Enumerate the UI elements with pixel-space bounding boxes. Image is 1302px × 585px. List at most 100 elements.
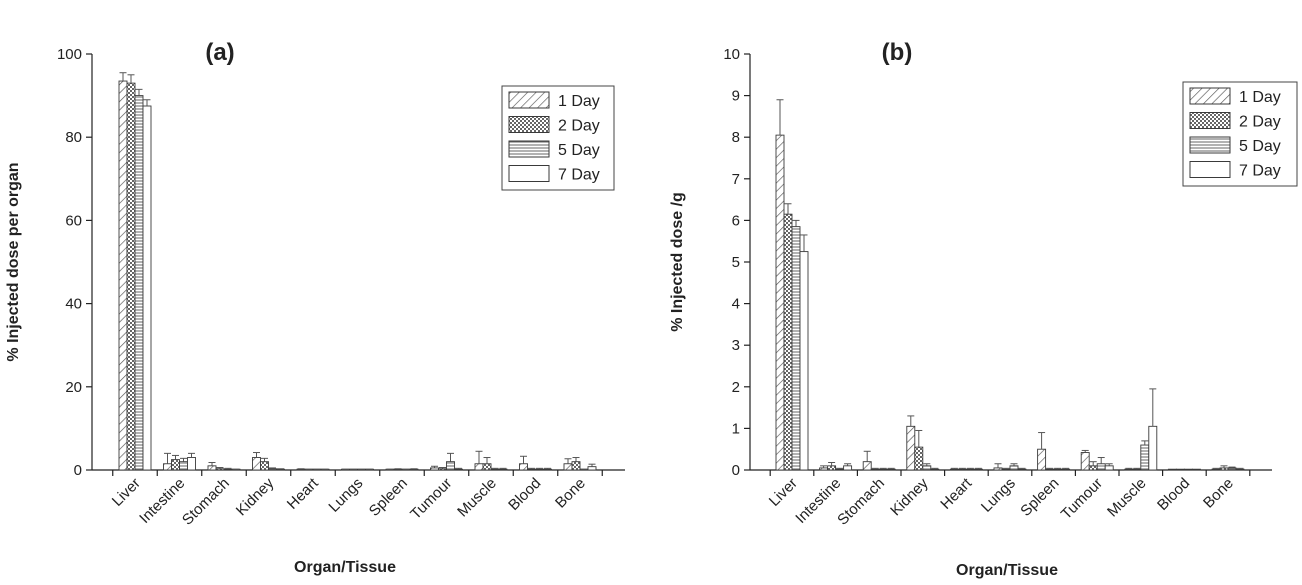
y-tick-label: 8 xyxy=(732,129,740,146)
y-axis-title: % Injected dose /g xyxy=(669,192,686,332)
bar-blood-1-day xyxy=(1167,468,1177,471)
bar-stomach-1-day xyxy=(207,465,217,471)
bar-kidney-2-day xyxy=(260,461,269,471)
category-label: Tumour xyxy=(1058,475,1106,523)
bar-bone-1-day xyxy=(563,463,573,471)
category-label: Tumour xyxy=(407,475,455,523)
bar-liver-7-day xyxy=(142,105,152,471)
bar-intestine-5-day xyxy=(179,461,188,471)
y-tick-label: 100 xyxy=(57,46,82,63)
category-label: Liver xyxy=(766,475,801,510)
bar-intestine-1-day xyxy=(819,467,829,471)
category-label: Lungs xyxy=(325,475,366,516)
bar-intestine-7-day xyxy=(843,465,853,471)
bar-stomach-2-day xyxy=(870,468,880,471)
category-label: Stomach xyxy=(179,475,233,529)
bar-bone-7-day xyxy=(1235,468,1245,471)
legend-swatch xyxy=(508,165,550,182)
bar-blood-7-day xyxy=(543,468,552,471)
bar-tumour-5-day xyxy=(1096,463,1106,471)
category-label: Muscle xyxy=(454,475,500,521)
bar-heart-5-day xyxy=(965,468,975,471)
bar-muscle-7-day xyxy=(498,468,508,471)
y-tick-label: 5 xyxy=(732,254,740,271)
bar-stomach-5-day xyxy=(223,468,233,471)
bar-heart-7-day xyxy=(973,468,983,471)
category-label: Spleen xyxy=(366,475,411,520)
legend-entry: 1 Day xyxy=(1239,89,1281,106)
bar-stomach-7-day xyxy=(886,468,896,471)
bar-spleen-7-day xyxy=(409,468,419,471)
bar-kidney-7-day xyxy=(276,468,285,471)
bar-muscle-2-day xyxy=(482,463,492,471)
bar-tumour-2-day xyxy=(1088,465,1098,471)
y-tick-label: 2 xyxy=(732,379,740,396)
bar-muscle-7-day xyxy=(1148,425,1158,471)
bar-stomach-1-day xyxy=(862,461,872,471)
y-tick-label: 10 xyxy=(723,46,740,63)
bar-liver-2-day xyxy=(783,213,793,471)
bar-muscle-2-day xyxy=(1132,468,1142,471)
bar-lungs-5-day xyxy=(1009,465,1019,471)
bar-blood-5-day xyxy=(1183,468,1193,471)
bar-blood-2-day xyxy=(527,468,536,471)
legend-swatch xyxy=(1189,112,1231,129)
category-label: Lungs xyxy=(978,475,1019,516)
legend-entry: 2 Day xyxy=(558,118,600,135)
bar-liver-5-day xyxy=(134,95,144,471)
legend: 1 Day 2 Day 5 Day 7 Day xyxy=(501,85,615,191)
legend: 1 Day 2 Day 5 Day 7 Day xyxy=(1182,81,1298,187)
category-label: Blood xyxy=(505,475,544,514)
legend-entry: 1 Day xyxy=(558,93,600,110)
bar-bone-5-day xyxy=(1227,467,1237,471)
category-label: Bone xyxy=(1200,475,1237,512)
y-tick-label: 1 xyxy=(732,420,740,437)
bar-bone-2-day xyxy=(571,461,581,471)
bar-blood-2-day xyxy=(1175,468,1185,471)
bar-stomach-5-day xyxy=(878,468,888,471)
y-tick-label: 20 xyxy=(65,379,82,396)
category-label: Kidney xyxy=(233,474,278,519)
panel-label: (b) xyxy=(882,39,913,66)
bar-muscle-1-day xyxy=(1124,468,1134,471)
bar-muscle-5-day xyxy=(490,468,500,471)
bar-liver-5-day xyxy=(791,226,801,471)
bar-heart-2-day xyxy=(957,468,967,471)
y-tick-label: 0 xyxy=(74,462,82,479)
bar-lungs-1-day xyxy=(993,467,1003,471)
bar-blood-1-day xyxy=(519,463,528,471)
y-axis-title: % Injected dose per organ xyxy=(5,162,22,361)
legend-swatch xyxy=(508,140,550,158)
panel-label: (a) xyxy=(205,39,234,66)
bar-spleen-5-day xyxy=(1053,468,1063,471)
x-axis-title: Organ/Tissue xyxy=(956,562,1058,579)
bar-intestine-2-day xyxy=(171,459,180,471)
y-tick-label: 4 xyxy=(732,296,740,313)
bar-liver-1-day xyxy=(118,80,128,471)
bar-kidney-2-day xyxy=(914,446,924,471)
y-tick-label: 9 xyxy=(732,88,740,105)
legend-entry: 5 Day xyxy=(558,142,600,159)
category-label: Blood xyxy=(1154,475,1193,514)
bar-lungs-2-day xyxy=(1001,468,1011,471)
category-label: Kidney xyxy=(887,474,932,519)
bar-kidney-5-day xyxy=(268,468,277,471)
category-label: Liver xyxy=(109,475,144,510)
bar-bone-7-day xyxy=(587,466,597,471)
legend-entry: 7 Day xyxy=(558,167,600,184)
bar-tumour-2-day xyxy=(438,468,447,471)
legend-swatch xyxy=(508,91,550,109)
bar-kidney-7-day xyxy=(930,468,940,471)
bar-intestine-7-day xyxy=(187,457,196,471)
bar-kidney-1-day xyxy=(906,425,916,471)
bar-spleen-2-day xyxy=(393,468,403,471)
y-tick-label: 7 xyxy=(732,171,740,188)
y-tick-label: 6 xyxy=(732,212,740,229)
legend-entry: 5 Day xyxy=(1239,138,1281,155)
bar-bone-1-day xyxy=(1211,468,1221,471)
bar-tumour-7-day xyxy=(454,468,463,471)
category-label: Spleen xyxy=(1017,475,1062,520)
y-tick-label: 0 xyxy=(732,462,740,479)
